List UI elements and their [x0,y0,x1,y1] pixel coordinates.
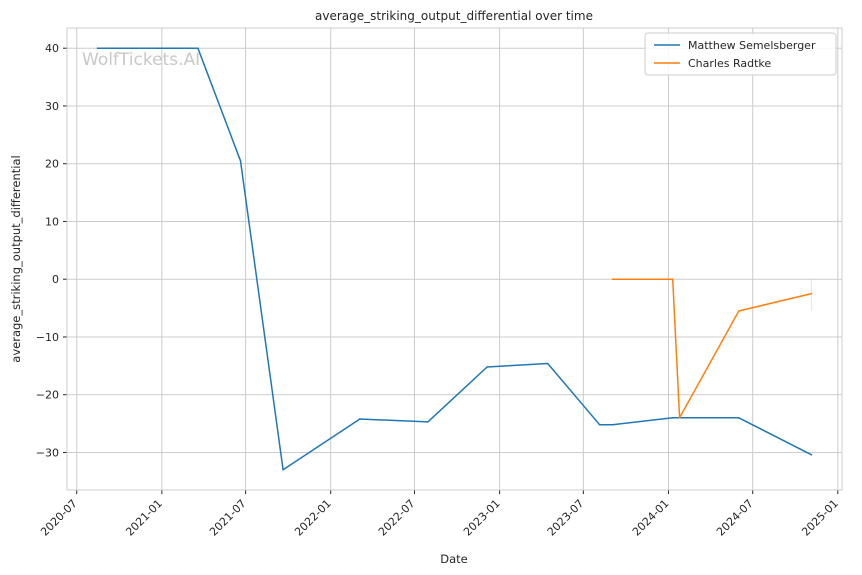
data-point-matthew-semelsberger [486,366,488,368]
watermark-layer: WolfTickets.AI [82,50,200,70]
grid [63,28,842,494]
x-tick-label: 2021-01 [123,497,165,539]
y-tick-label: −30 [36,446,59,459]
y-tick-label: 30 [45,100,59,113]
series-layer [96,47,813,471]
data-point-matthew-semelsberger [671,417,674,419]
y-tick-labels: 40 30 20 10 0 −10 −20 −30 [36,42,59,459]
y-tick-label: −20 [36,389,59,402]
chart-title: average_striking_output_differential ove… [315,9,593,23]
data-point-charles-radtke [678,417,681,419]
x-tick-label: 2022-07 [376,497,418,539]
data-point-matthew-semelsberger [611,423,614,426]
data-point-charles-radtke [671,278,674,281]
y-axis-title: average_striking_output_differential [9,155,23,362]
x-tick-labels: 2020-07 2021-01 2021-07 2022-01 2022-07 2023-… [38,497,841,539]
x-tick-label: 2022-01 [292,497,334,539]
y-tick-label: 10 [45,215,59,228]
series-line-matthew-semelsberger [97,47,812,471]
x-tick-label: 2020-07 [38,497,80,539]
data-point-matthew-semelsberger [197,47,199,50]
data-point-matthew-semelsberger [598,423,601,426]
y-tick-label: −10 [36,331,59,344]
data-point-matthew-semelsberger [738,417,740,419]
data-point-matthew-semelsberger [810,453,813,456]
data-point-matthew-semelsberger [359,418,361,420]
x-tick-label: 2024-07 [714,497,756,539]
data-point-matthew-semelsberger [96,47,99,50]
data-point-charles-radtke [738,310,740,312]
legend-box [644,32,837,76]
data-point-matthew-semelsberger [427,421,429,423]
x-tick-label: 2025-01 [799,497,841,539]
watermark-text: WolfTickets.AI [82,50,200,70]
y-tick-label: 20 [45,158,59,171]
data-point-matthew-semelsberger [239,160,242,162]
plot-area-border [66,27,843,491]
series-line-charles-radtke [612,278,812,419]
data-point-matthew-semelsberger [546,362,549,365]
data-point-charles-radtke [810,292,813,295]
data-point-charles-radtke [611,278,614,281]
x-tick-label: 2024-01 [630,497,672,539]
x-axis-title: Date [440,552,468,566]
y-tick-label: 0 [52,273,59,286]
legend-label-matthew-semelsberger: Matthew Semelsberger [688,39,816,52]
x-tick-label: 2021-07 [207,497,249,539]
y-tick-label: 40 [45,42,59,55]
x-tick-label: 2023-01 [461,497,503,539]
x-tick-label: 2023-07 [545,497,587,539]
legend: Matthew Semelsberger Charles Radtke [644,32,837,76]
data-point-matthew-semelsberger [282,468,284,471]
legend-label-charles-radtke: Charles Radtke [688,57,771,70]
